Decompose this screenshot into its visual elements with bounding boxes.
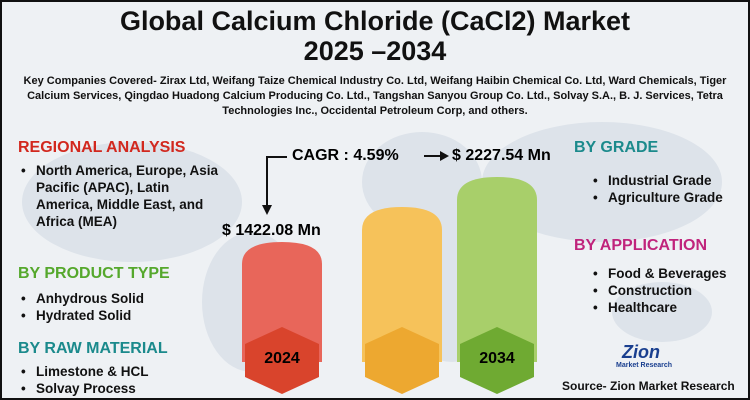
list-item: North America, Europe, Asia Pacific (APA… — [18, 162, 228, 230]
hexagon — [365, 327, 439, 394]
cagr: CAGR : 4.59% — [292, 147, 399, 164]
heading: BY PRODUCT TYPE — [18, 265, 170, 282]
heading: REGIONAL ANALYSIS — [18, 139, 186, 156]
bar-middle — [362, 207, 442, 362]
hexagon — [245, 327, 319, 394]
heading: BY APPLICATION — [574, 237, 708, 254]
logo: Zion — [622, 342, 660, 362]
list: Limestone & HCLSolvay Process — [18, 363, 149, 397]
hexagon — [460, 327, 534, 394]
value-2034: $ 2227.54 Mn — [452, 147, 551, 164]
list-item: Industrial Grade — [590, 172, 723, 189]
list-item: Hydrated Solid — [18, 307, 144, 324]
list: Food & BeveragesConstructionHealthcare — [590, 265, 727, 316]
list-item: Agriculture Grade — [590, 189, 723, 206]
title-line: 2025 –2034 — [303, 36, 447, 66]
companies: Key Companies Covered- Zirax Ltd, Weifan… — [23, 75, 727, 117]
year-label: 2034 — [479, 350, 515, 367]
list: Anhydrous SolidHydrated Solid — [18, 290, 144, 324]
year-label: 2024 — [264, 350, 300, 367]
arrow-head — [262, 205, 272, 215]
bar-2024 — [242, 242, 322, 362]
source: Source- Zion Market Research — [562, 379, 735, 393]
value-2024: $ 1422.08 Mn — [222, 222, 321, 239]
list-item: Healthcare — [590, 299, 727, 316]
heading: BY GRADE — [574, 139, 659, 156]
list-item: Construction — [590, 282, 727, 299]
list-item: Anhydrous Solid — [18, 290, 144, 307]
title: Global Calcium Chloride (CaCl2) Market 20… — [2, 6, 748, 66]
bar-2034 — [457, 177, 537, 362]
logo-subtitle: Market Research — [616, 362, 673, 369]
list-item: Food & Beverages — [590, 265, 727, 282]
list-item: Solvay Process — [18, 380, 149, 397]
arrow-head — [440, 151, 449, 161]
heading: BY RAW MATERIAL — [18, 340, 168, 357]
arrow — [266, 156, 287, 207]
list: Industrial GradeAgriculture Grade — [590, 172, 723, 206]
title-line: Global Calcium Chloride (CaCl2) Market — [119, 6, 631, 36]
list-item: Limestone & HCL — [18, 363, 149, 380]
list: North America, Europe, Asia Pacific (APA… — [18, 162, 228, 230]
